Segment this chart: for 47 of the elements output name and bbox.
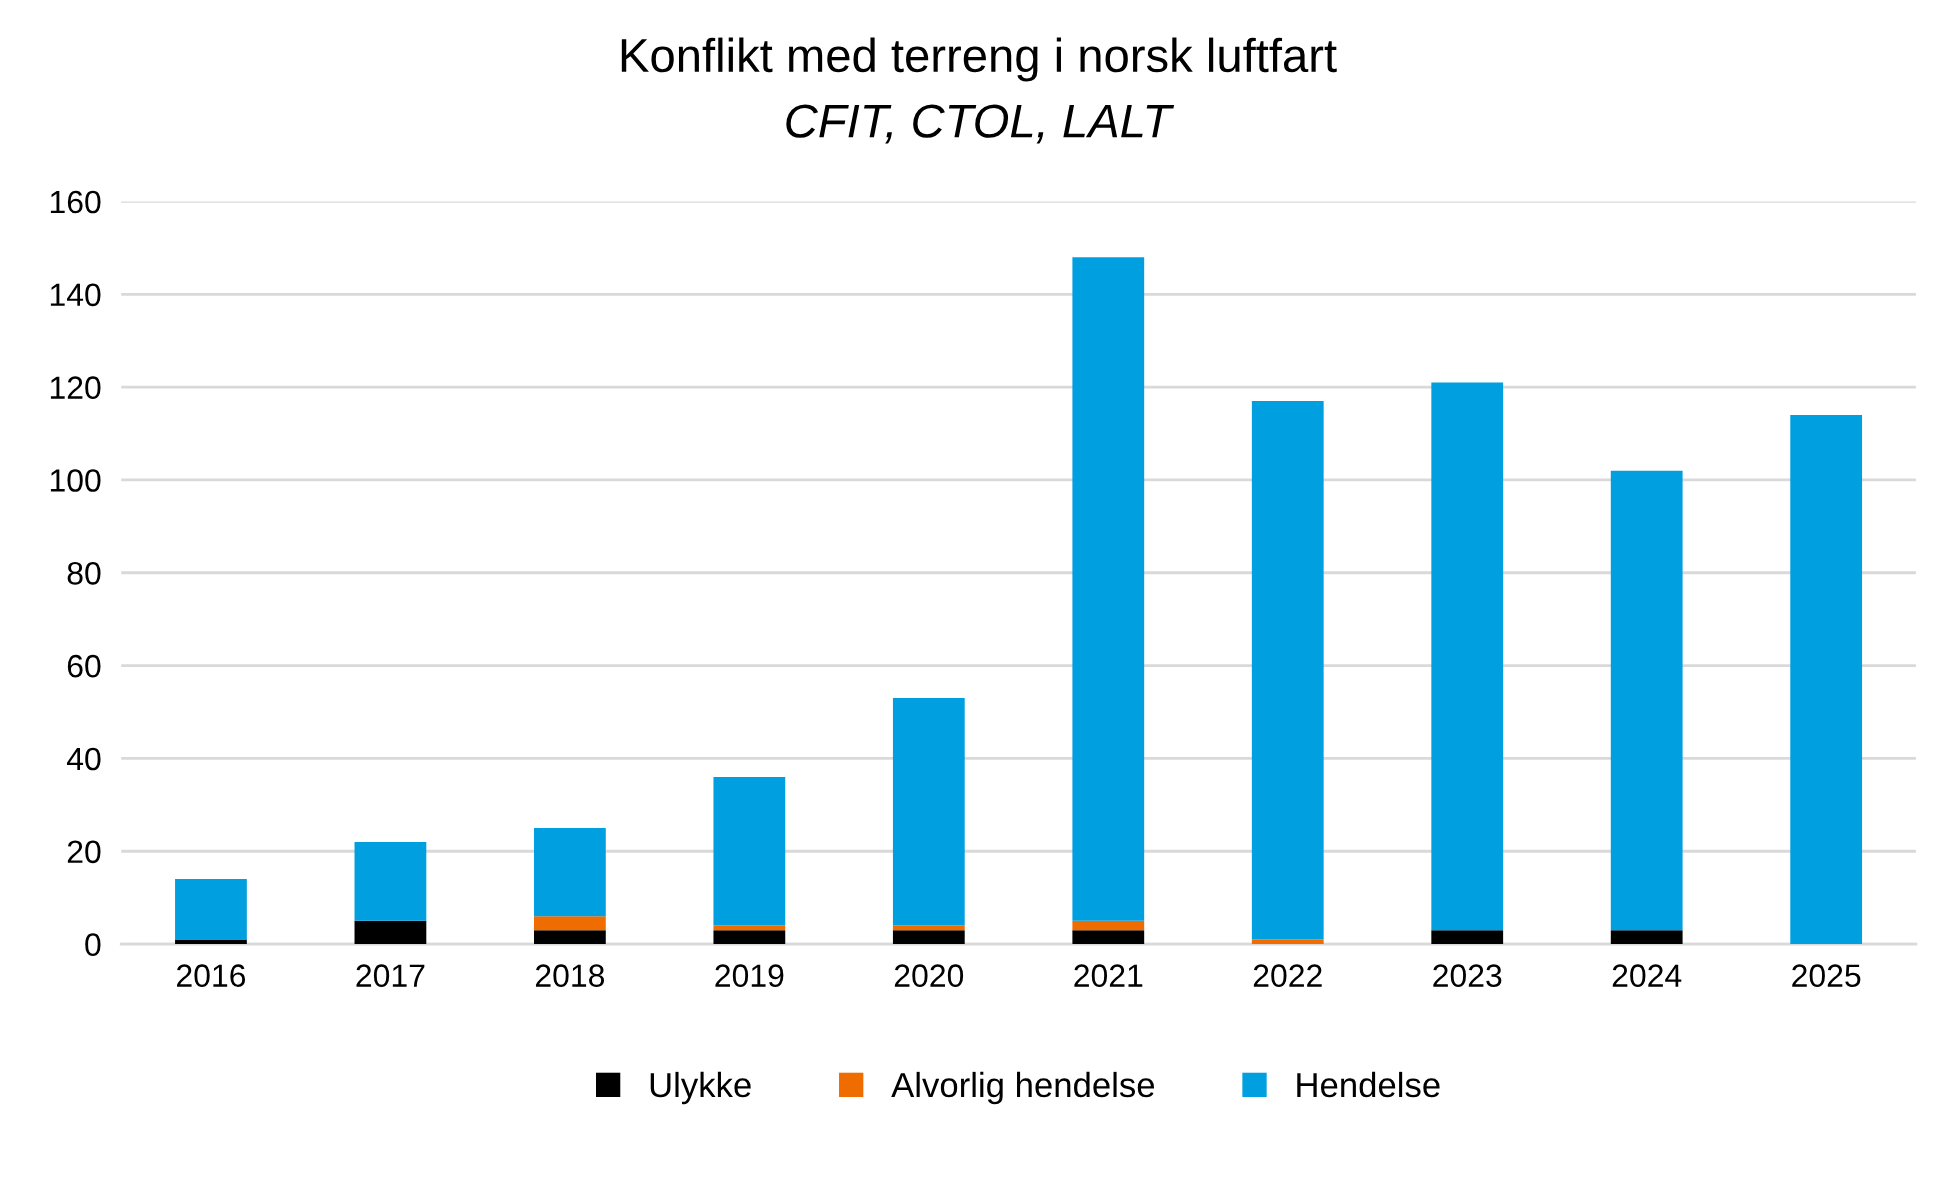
bar — [1251, 939, 1324, 945]
bar — [892, 698, 965, 926]
bar — [1610, 470, 1683, 931]
x-tick-label: 2018 — [535, 964, 605, 987]
y-tick-label: 140 — [50, 283, 101, 307]
bar — [892, 930, 965, 945]
bar — [1790, 414, 1863, 945]
bar — [175, 939, 247, 945]
y-tick-label: 20 — [67, 840, 101, 864]
bar — [713, 925, 786, 931]
bar — [533, 828, 606, 917]
bar — [713, 930, 786, 945]
x-tick-label: 2019 — [715, 964, 784, 987]
x-tick-label: 2023 — [1433, 964, 1502, 987]
bar — [1072, 257, 1145, 921]
y-tick-label: 120 — [50, 376, 101, 399]
bar — [533, 930, 606, 945]
chart-title: Konflikt med terreng i norsk luftfart — [621, 37, 1337, 82]
y-tick-label: 0 — [85, 933, 101, 956]
x-tick-label: 2022 — [1253, 964, 1322, 987]
legend-label: Hendelse — [1297, 1071, 1440, 1098]
bar — [1431, 382, 1504, 931]
bar — [1431, 930, 1504, 945]
x-tick-label: 2025 — [1792, 964, 1861, 987]
bar — [1610, 930, 1683, 945]
bar — [892, 925, 965, 931]
x-tick-label: 2017 — [356, 964, 425, 987]
x-tick-label: 2024 — [1612, 964, 1682, 987]
y-tick-label: 100 — [50, 469, 101, 492]
bar — [354, 920, 427, 945]
chart-subtitle: CFIT, CTOL, LALT — [786, 104, 1175, 144]
bar — [713, 776, 786, 926]
x-tick-label: 2020 — [894, 964, 964, 987]
y-tick-label: 160 — [50, 190, 101, 214]
legend-label: Ulykke — [650, 1071, 751, 1105]
bar — [1072, 920, 1145, 931]
legend-label: Alvorlig hendelse — [891, 1071, 1155, 1105]
y-tick-label: 80 — [67, 562, 101, 585]
bar — [533, 916, 606, 931]
bar — [175, 879, 247, 940]
y-tick-label: 40 — [66, 747, 101, 771]
bar — [354, 841, 427, 921]
y-tick-label: 60 — [67, 654, 101, 678]
x-tick-label: 2021 — [1074, 964, 1143, 987]
x-tick-label: 2016 — [177, 964, 246, 987]
bar — [1251, 401, 1324, 940]
bar — [1072, 930, 1145, 945]
